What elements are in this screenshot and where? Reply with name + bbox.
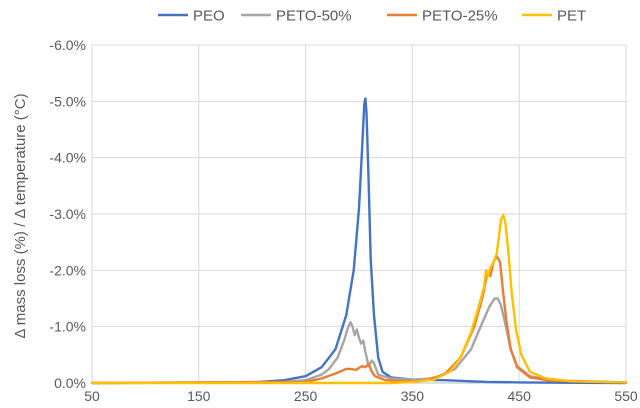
x-tick-labels: 50 150 250 350 450 550 — [84, 388, 638, 404]
y-axis-label: Δ mass loss (%) / Δ temperature (°C) — [12, 93, 29, 338]
x-tick-label: 50 — [84, 388, 100, 404]
y-tick-label: -1.0% — [49, 319, 86, 335]
y-tick-label: -6.0% — [49, 37, 86, 53]
gridlines — [91, 44, 627, 384]
y-tick-labels: 0.0% -1.0% -2.0% -3.0% -4.0% -5.0% -6.0% — [49, 37, 86, 391]
legend-label: PETO-25% — [422, 8, 498, 25]
legend-label: PET — [557, 8, 586, 25]
x-tick-label: 350 — [401, 388, 425, 404]
series-line-peto-50 — [90, 297, 628, 385]
y-tick-label: -2.0% — [49, 262, 86, 278]
x-tick-label: 450 — [508, 388, 532, 404]
legend-label: PEO — [193, 8, 225, 25]
legend: PEO PETO-50% PETO-25% PET — [158, 8, 586, 25]
y-tick-label: -4.0% — [49, 150, 86, 166]
x-tick-label: 550 — [614, 388, 638, 404]
series-line-pet — [90, 213, 628, 385]
y-tick-label: 0.0% — [54, 375, 86, 391]
x-tick-label: 250 — [294, 388, 318, 404]
legend-label: PETO-50% — [276, 8, 352, 25]
y-tick-label: -5.0% — [49, 93, 86, 109]
series-lines — [90, 97, 628, 385]
series-line-peto-25 — [90, 255, 628, 385]
x-tick-label: 150 — [187, 388, 211, 404]
y-tick-label: -3.0% — [49, 206, 86, 222]
